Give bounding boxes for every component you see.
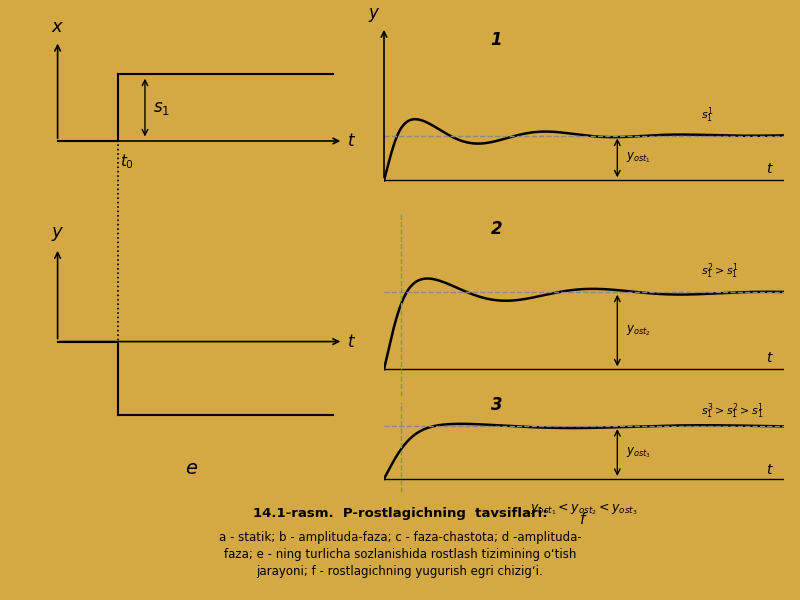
Text: $s_1^1$: $s_1^1$ (701, 106, 713, 125)
Text: 2: 2 (490, 220, 502, 238)
Text: $x$: $x$ (51, 17, 64, 36)
Text: $y$: $y$ (51, 225, 64, 243)
Text: $y_{ost_1} < y_{ost_2} < y_{ost_3}$: $y_{ost_1} < y_{ost_2} < y_{ost_3}$ (530, 501, 638, 517)
Text: $t$: $t$ (346, 332, 355, 350)
Text: $y_{ost_2}$: $y_{ost_2}$ (626, 323, 650, 338)
Text: $s_1^2 > s_1^1$: $s_1^2 > s_1^1$ (701, 262, 738, 281)
Text: 3: 3 (490, 397, 502, 415)
Text: $t$: $t$ (346, 132, 355, 150)
Text: $t$: $t$ (766, 351, 774, 365)
Text: 1: 1 (490, 31, 502, 49)
Text: $f$: $f$ (579, 511, 589, 527)
Text: $t_0$: $t_0$ (120, 153, 134, 172)
Text: $s_1^3 > s_1^2 > s_1^1$: $s_1^3 > s_1^2 > s_1^1$ (701, 401, 763, 421)
Text: $y_{ost_3}$: $y_{ost_3}$ (626, 445, 650, 460)
Text: $y_{ost_1}$: $y_{ost_1}$ (626, 151, 650, 165)
Text: $s_1$: $s_1$ (154, 98, 170, 116)
Text: $e$: $e$ (186, 459, 198, 478)
Text: $y$: $y$ (368, 6, 380, 24)
Text: $t$: $t$ (766, 162, 774, 176)
Text: 14.1-rasm.  P-rostlagichning  tavsiflari:: 14.1-rasm. P-rostlagichning tavsiflari: (253, 507, 547, 520)
Text: a - statik; b - amplituda-faza; c - faza-chastota; d -amplituda-
faza; e - ning : a - statik; b - amplituda-faza; c - faza… (218, 531, 582, 578)
Text: $t$: $t$ (766, 463, 774, 476)
